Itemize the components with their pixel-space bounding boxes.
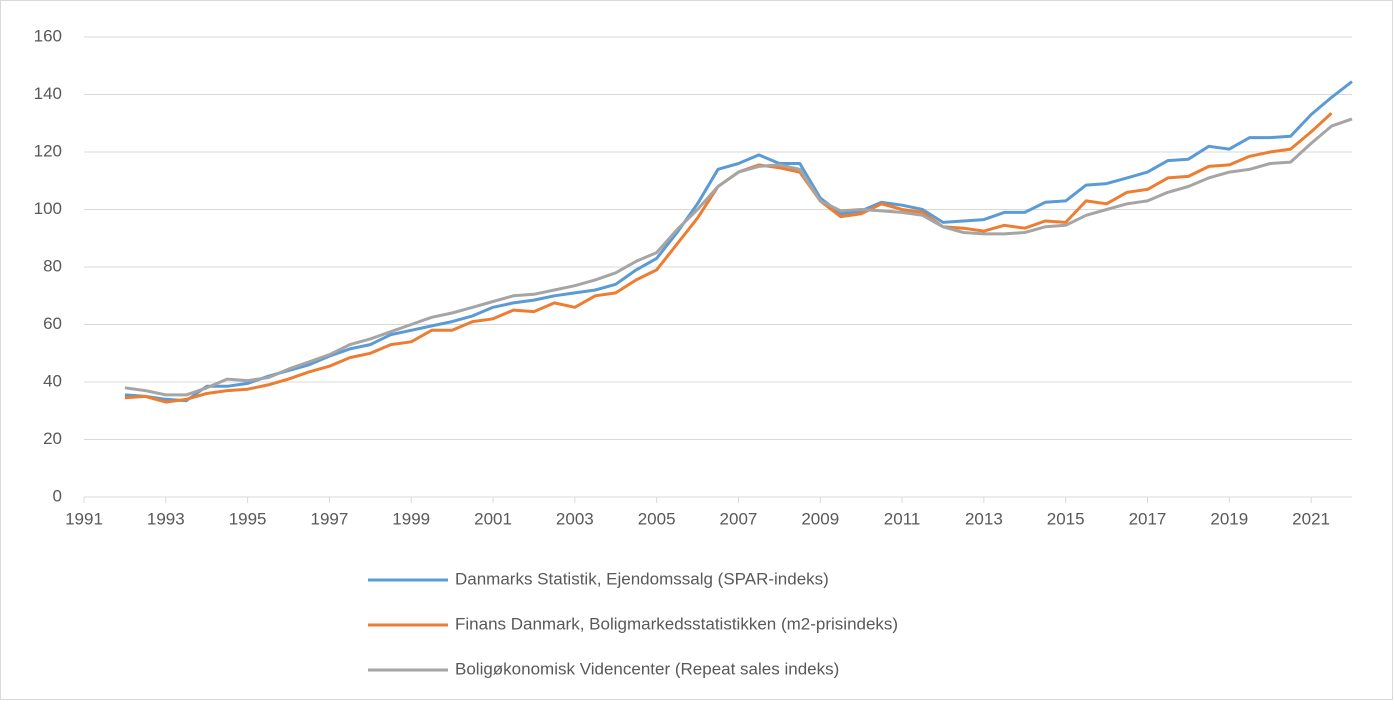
x-tick-label: 2013 (965, 509, 1003, 528)
x-tick-label: 1993 (147, 509, 185, 528)
x-tick-label: 2003 (556, 509, 594, 528)
series-line (124, 117, 1353, 397)
x-tick-label: 1991 (65, 509, 103, 528)
y-tick-label: 40 (43, 371, 62, 390)
x-tick-label: 1995 (229, 509, 267, 528)
x-tick-label: 2021 (1292, 509, 1330, 528)
x-tick-label: 1997 (311, 509, 349, 528)
x-tick-label: 2011 (884, 509, 921, 528)
y-tick-label: 160 (34, 26, 62, 45)
x-tick-label: 2001 (474, 509, 512, 528)
y-tick-label: 80 (43, 256, 62, 275)
x-tick-label: 2007 (720, 509, 758, 528)
y-tick-label: 140 (34, 84, 62, 103)
y-tick-label: 20 (43, 429, 62, 448)
x-tick-label: 2015 (1047, 509, 1085, 528)
x-tick-label: 1999 (392, 509, 430, 528)
y-tick-label: 60 (43, 314, 62, 333)
legend-label: Finans Danmark, Boligmarkedsstatistikken… (455, 614, 898, 633)
y-tick-label: 0 (53, 486, 62, 505)
x-tick-label: 2005 (638, 509, 676, 528)
y-tick-label: 100 (34, 199, 62, 218)
x-tick-label: 2019 (1210, 509, 1248, 528)
legend-label: Boligøkonomisk Videncenter (Repeat sales… (455, 659, 839, 678)
legend-label: Danmarks Statistik, Ejendomssalg (SPAR-i… (455, 569, 829, 588)
x-tick-label: 2009 (801, 509, 839, 528)
y-tick-label: 120 (34, 141, 62, 160)
x-tick-label: 2017 (1129, 509, 1167, 528)
